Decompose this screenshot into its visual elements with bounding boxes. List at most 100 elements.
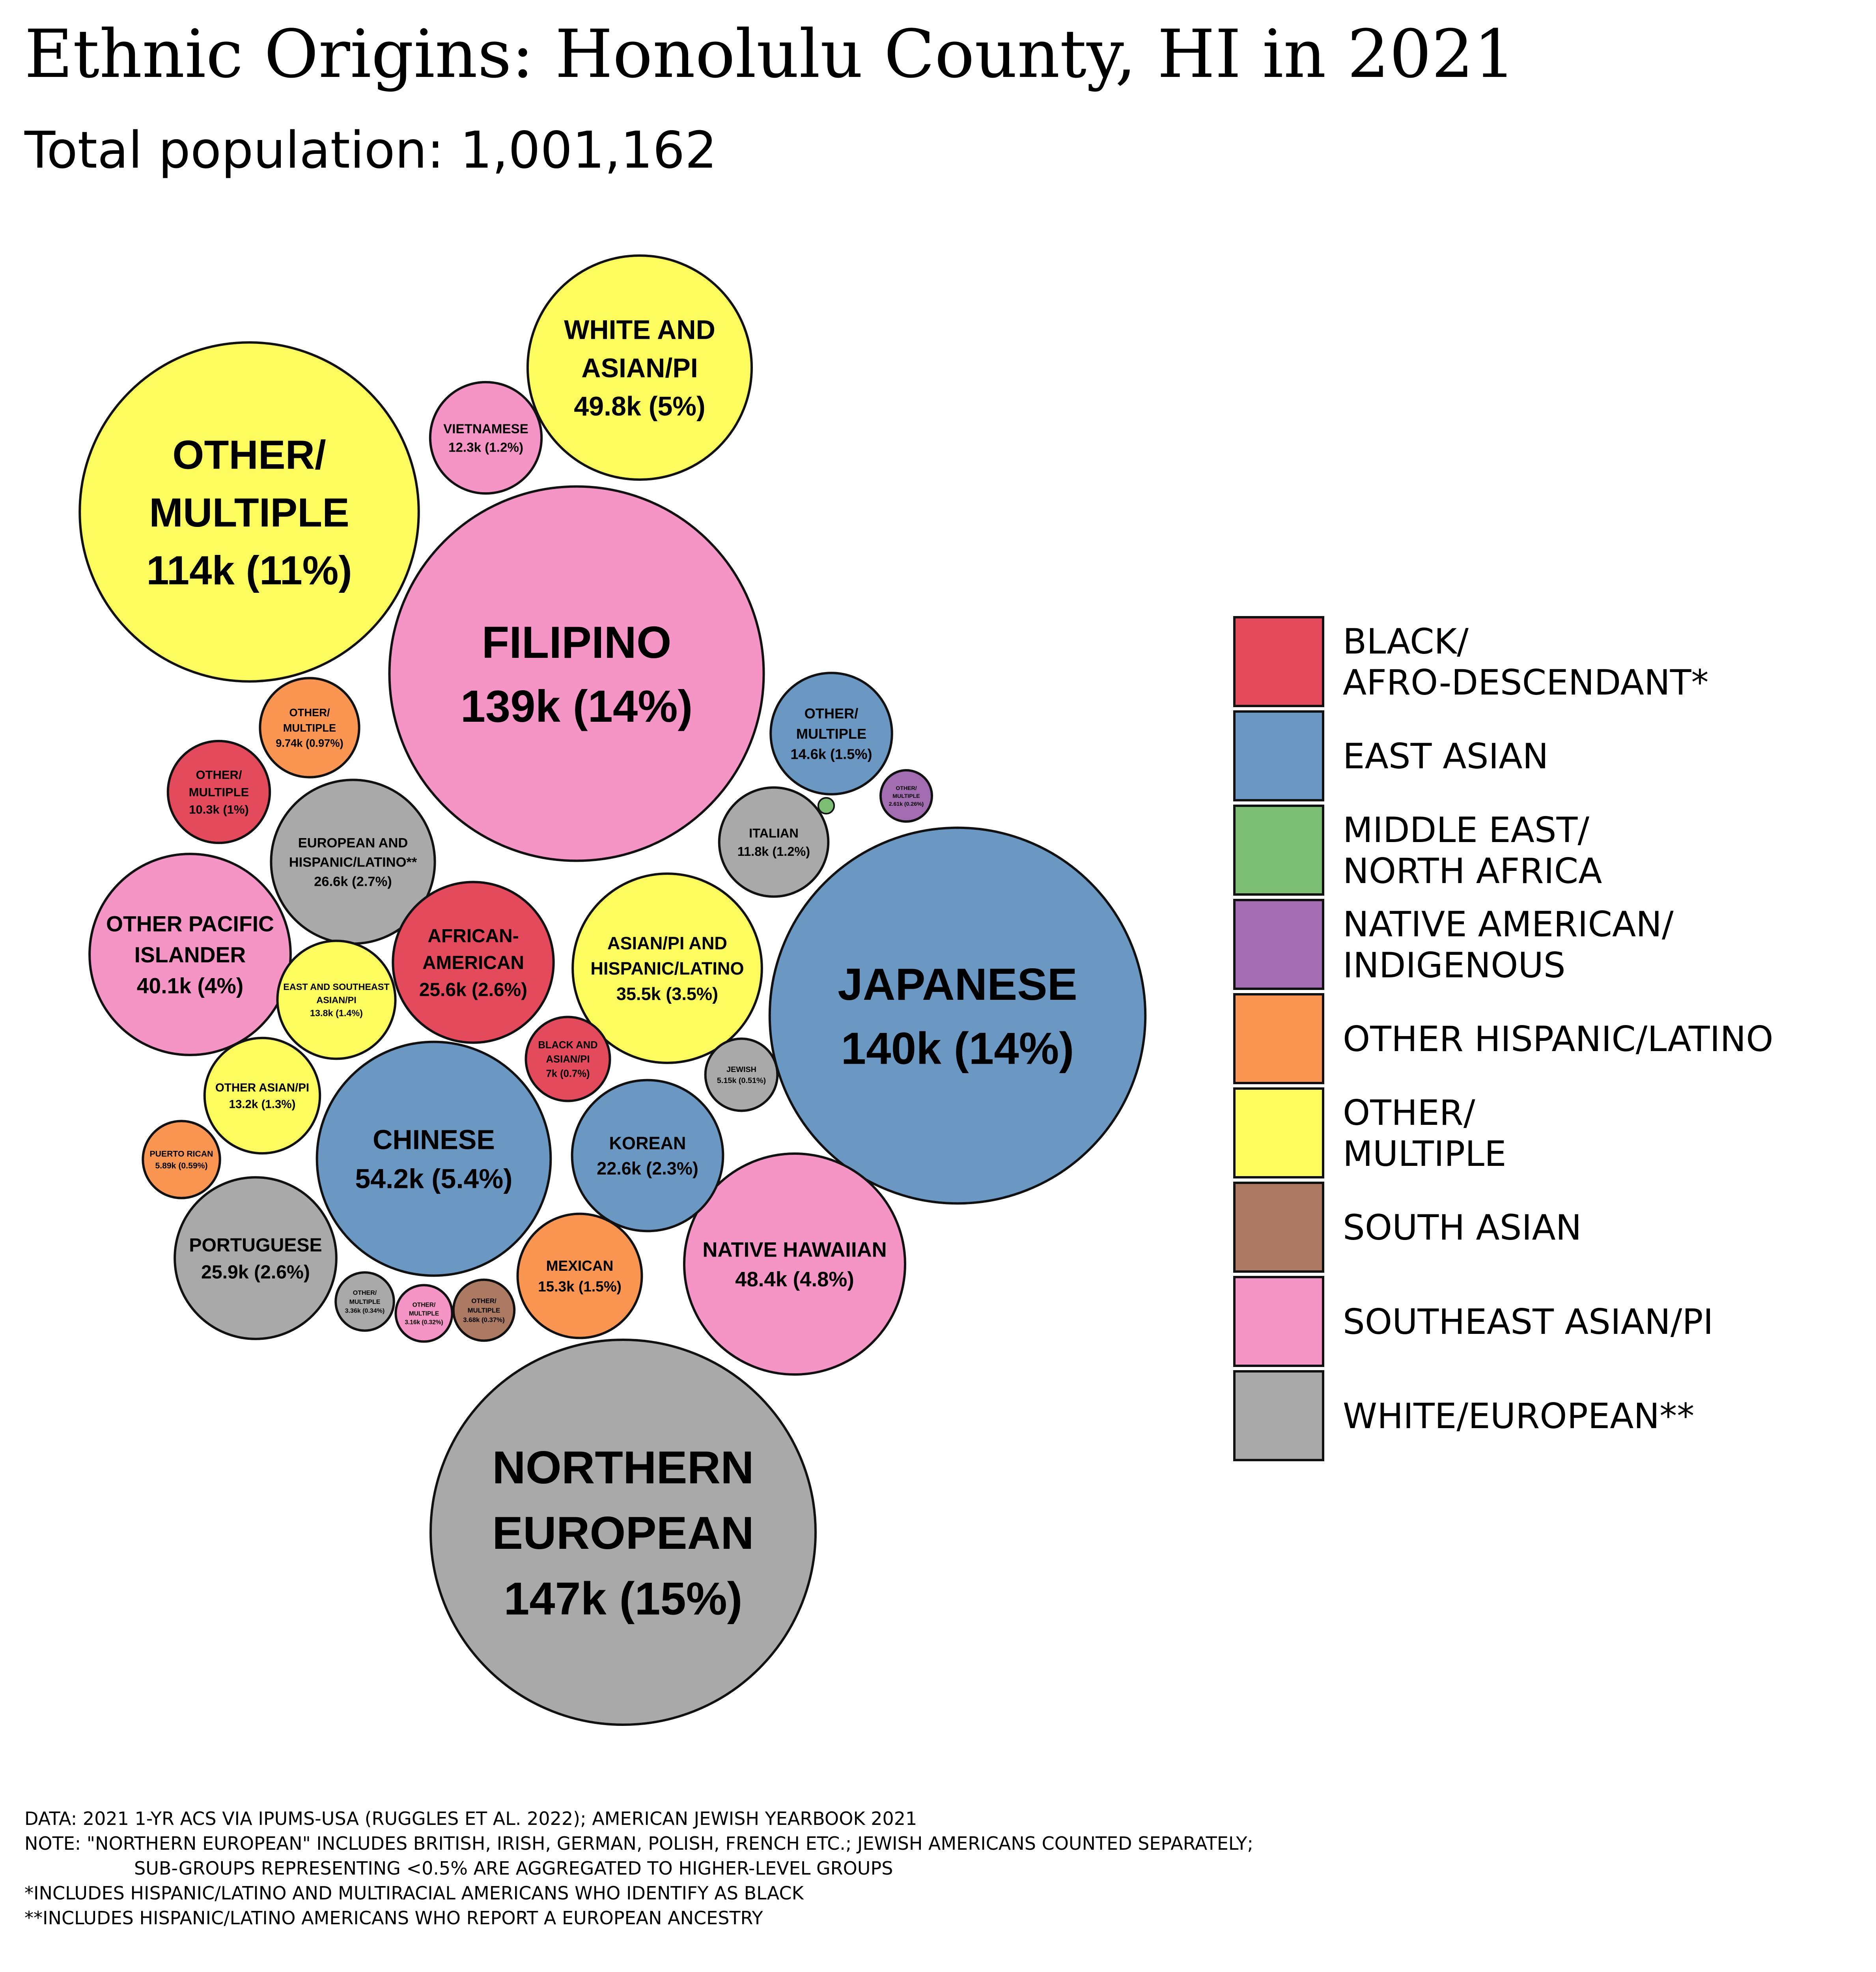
bubble-label-south-asian-other-0: OTHER/: [471, 1297, 497, 1305]
legend-item-south_asian: SOUTH ASIAN: [1233, 1182, 1581, 1273]
bubble-south-asian-other: OTHER/MULTIPLE 3.68k (0.37%): [452, 1278, 516, 1342]
legend-swatch-south_asian: [1233, 1182, 1324, 1273]
bubble-label-black-other-1: MULTIPLE: [189, 785, 249, 799]
legend-item-se_asian_pi: SOUTHEAST ASIAN/PI: [1233, 1276, 1714, 1367]
bubble-label-northern-european-0: NORTHERN: [492, 1442, 754, 1493]
legend-swatch-hisp: [1233, 993, 1324, 1084]
legend-label-se_asian_pi-0: SOUTHEAST ASIAN/PI: [1343, 1302, 1714, 1342]
bubble-label-native-hawaiian-0: NATIVE HAWAIIAN: [702, 1238, 887, 1262]
legend-label-black-0: BLACK/: [1343, 621, 1469, 662]
bubble-japanese: JAPANESE 140k (14%): [768, 826, 1147, 1205]
bubble-label-native-hawaiian-1: 48.4k (4.8%): [735, 1268, 854, 1291]
bubble-label-vietnamese-0: VIETNAMESE: [443, 422, 528, 436]
bubble-label-european-and-hispanic-0: EUROPEAN AND: [298, 835, 408, 850]
bubble-label-hispanic-other-2: 9.74k (0.97%): [276, 737, 343, 749]
bubble-circle-white-and-asian-pi: [526, 254, 753, 481]
bubble-mena: [817, 797, 835, 815]
legend-label-native-0: NATIVE AMERICAN/: [1343, 904, 1674, 945]
bubble-northern-european: NORTHERN EUROPEAN 147k (15%): [429, 1339, 817, 1726]
bubble-circle-other-multiple-main: [78, 341, 420, 683]
bubble-circle-white-other: [334, 1271, 395, 1332]
bubble-european-and-hispanic: EUROPEAN AND HISPANIC/LATINO** 26.6k (2.7%…: [270, 779, 436, 945]
bubble-african-american: AFRICAN- AMERICAN 25.6k (2.6%): [392, 881, 555, 1044]
legend-item-native: NATIVE AMERICAN/INDIGENOUS: [1233, 899, 1674, 990]
bubble-label-portuguese-0: PORTUGUESE: [189, 1234, 322, 1256]
bubble-label-italian-1: 11.8k (1.2%): [737, 844, 810, 859]
bubble-label-other-pacific-islander-2: 40.1k (4%): [137, 974, 244, 998]
bubble-korean: KOREAN 22.6k (2.3%): [571, 1079, 724, 1232]
bubble-circle-native-hawaiian: [683, 1152, 907, 1376]
bubble-label-korean-0: KOREAN: [609, 1133, 686, 1153]
bubble-circle-native-other: [879, 769, 933, 823]
footnote-line-0: DATA: 2021 1-YR ACS VIA IPUMS-USA (RUGGL…: [24, 1808, 917, 1829]
bubble-label-asian-pi-and-hispanic-2: 35.5k (3.5%): [616, 984, 718, 1004]
bubble-circle-asian-pi-and-hispanic: [571, 872, 763, 1064]
legend-swatch-native: [1233, 899, 1324, 990]
bubble-label-northern-european-1: EUROPEAN: [492, 1507, 754, 1559]
bubble-label-black-and-asian-pi-0: BLACK AND: [538, 1040, 597, 1051]
legend-label-hisp-0: OTHER HISPANIC/LATINO: [1343, 1019, 1773, 1059]
bubble-label-african-american-2: 25.6k (2.6%): [419, 979, 527, 1000]
bubble-label-hispanic-other-0: OTHER/: [289, 706, 330, 719]
bubble-label-black-other-2: 10.3k (1%): [189, 803, 249, 816]
bubble-label-european-and-hispanic-1: HISPANIC/LATINO**: [289, 855, 417, 870]
bubble-circle-east-and-southeast-asian: [276, 939, 397, 1060]
bubble-label-other-asian-pi-1: 13.2k (1.3%): [229, 1098, 296, 1111]
legend-swatch-mena: [1233, 805, 1324, 896]
bubble-label-northern-european-2: 147k (15%): [504, 1572, 742, 1624]
bubbles-layer: NORTHERN EUROPEAN 147k (15%) JAPANESE 140k (…: [78, 254, 1147, 1726]
bubble-label-italian-0: ITALIAN: [749, 826, 799, 840]
bubble-other-asian-pi: OTHER ASIAN/PI 13.2k (1.3%): [203, 1036, 321, 1155]
bubble-other-pacific-islander: OTHER PACIFIC ISLANDER 40.1k (4%): [88, 853, 292, 1056]
chart-title: Ethnic Origins: Honolulu County, HI in 2…: [24, 15, 1516, 93]
bubble-label-other-asian-pi-0: OTHER ASIAN/PI: [215, 1081, 309, 1094]
bubble-label-east-and-southeast-asian-0: EAST AND SOUTHEAST: [283, 982, 390, 992]
bubble-label-south-asian-other-1: MULTIPLE: [468, 1307, 500, 1314]
bubble-label-african-american-0: AFRICAN-: [427, 926, 519, 947]
legend-item-hisp: OTHER HISPANIC/LATINO: [1233, 993, 1773, 1084]
bubble-circle-japanese: [768, 826, 1147, 1205]
bubble-mexican: MEXICAN 15.3k (1.5%): [516, 1212, 643, 1339]
bubble-label-japanese-1: 140k (14%): [841, 1023, 1074, 1074]
bubble-label-east-asian-other-1: MULTIPLE: [796, 726, 866, 742]
bubble-circle-italian: [718, 786, 830, 898]
bubble-label-other-pacific-islander-0: OTHER PACIFIC: [106, 911, 274, 936]
bubble-circle-se-asian-other: [394, 1284, 454, 1343]
bubble-label-puerto-rican-1: 5.89k (0.59%): [155, 1162, 207, 1171]
bubble-label-filipino-1: 139k (14%): [461, 682, 693, 732]
bubble-label-other-pacific-islander-1: ISLANDER: [134, 943, 246, 967]
bubble-italian: ITALIAN 11.8k (1.2%): [718, 786, 830, 898]
bubble-label-puerto-rican-0: PUERTO RICAN: [150, 1150, 213, 1159]
legend-label-other-0: OTHER/: [1343, 1092, 1475, 1133]
bubble-label-se-asian-other-0: OTHER/: [413, 1302, 436, 1309]
legend-item-white: WHITE/EUROPEAN**: [1233, 1370, 1694, 1461]
bubble-label-white-other-0: OTHER/: [353, 1290, 377, 1296]
bubble-circle-chinese: [315, 1040, 552, 1277]
bubble-label-mexican-0: MEXICAN: [546, 1258, 614, 1274]
bubble-chinese: CHINESE 54.2k (5.4%): [315, 1040, 552, 1277]
footnote-line-1: NOTE: "NORTHERN EUROPEAN" INCLUDES BRITI…: [24, 1833, 1253, 1854]
bubble-label-black-and-asian-pi-2: 7k (0.7%): [546, 1068, 590, 1079]
legend-item-east_asian: EAST ASIAN: [1233, 710, 1548, 801]
bubble-label-african-american-1: AMERICAN: [422, 952, 524, 973]
bubble-east-asian-other: OTHER/MULTIPLE 14.6k (1.5%): [769, 672, 893, 796]
bubble-label-east-asian-other-2: 14.6k (1.5%): [790, 746, 872, 762]
legend-label-other-1: MULTIPLE: [1343, 1134, 1506, 1174]
bubble-label-native-other-1: MULTIPLE: [892, 793, 920, 799]
bubble-label-native-other-0: OTHER/: [896, 785, 917, 791]
bubble-puerto-rican: PUERTO RICAN 5.89k (0.59%): [142, 1120, 221, 1199]
bubble-black-and-asian-pi: BLACK AND ASIAN/PI 7k (0.7%): [525, 1016, 611, 1102]
bubble-hispanic-other: OTHER/MULTIPLE 9.74k (0.97%): [259, 677, 360, 779]
bubble-label-portuguese-1: 25.9k (2.6%): [201, 1262, 310, 1283]
legend: BLACK/AFRO-DESCENDANT* EAST ASIAN MIDDLE E…: [1233, 616, 1773, 1461]
bubble-white-other: OTHER/MULTIPLE 3.36k (0.34%): [334, 1271, 395, 1332]
bubble-label-jewish-0: JEWISH: [726, 1065, 756, 1074]
bubble-label-white-other-1: MULTIPLE: [349, 1299, 381, 1305]
legend-swatch-other: [1233, 1087, 1324, 1178]
bubble-circle-puerto-rican: [142, 1120, 221, 1199]
bubble-white-and-asian-pi: WHITE AND ASIAN/PI 49.8k (5%): [526, 254, 753, 481]
legend-item-black: BLACK/AFRO-DESCENDANT*: [1233, 616, 1709, 707]
bubble-label-asian-pi-and-hispanic-1: HISPANIC/LATINO: [590, 958, 744, 979]
legend-label-mena-1: NORTH AFRICA: [1343, 851, 1602, 891]
